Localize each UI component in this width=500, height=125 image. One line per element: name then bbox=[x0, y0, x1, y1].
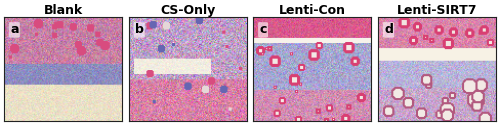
Text: b: b bbox=[134, 23, 143, 36]
Text: d: d bbox=[384, 23, 393, 36]
Title: Lenti-Con: Lenti-Con bbox=[279, 4, 346, 17]
Title: Blank: Blank bbox=[44, 4, 82, 17]
Text: c: c bbox=[260, 23, 266, 36]
Text: a: a bbox=[10, 23, 18, 36]
Title: Lenti-SIRT7: Lenti-SIRT7 bbox=[396, 4, 477, 17]
Title: CS-Only: CS-Only bbox=[160, 4, 216, 17]
